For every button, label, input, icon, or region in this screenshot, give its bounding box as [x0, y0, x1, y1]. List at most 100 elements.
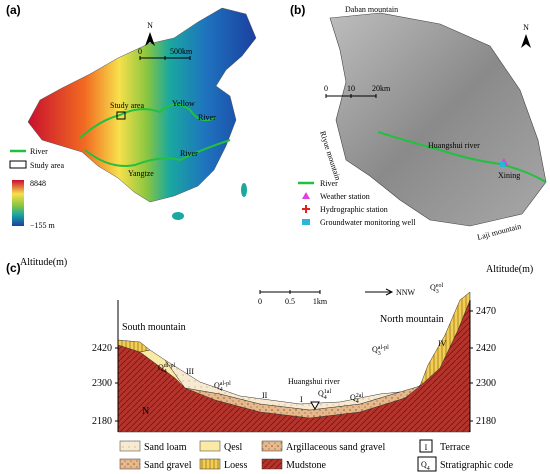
- stratigraphic-code: Q4al-pl: [214, 381, 231, 393]
- legend-label: Argillaceous sand gravel: [286, 442, 385, 453]
- qesl-layer: [139, 349, 186, 389]
- map-label: Daban mountain: [345, 5, 398, 14]
- scale-bar: [259, 290, 321, 294]
- china-map: [27, 7, 257, 203]
- code-main: Q: [430, 283, 436, 292]
- scale-label: 20km: [372, 84, 391, 93]
- scale-label: 0.5: [285, 297, 295, 306]
- map-label: River: [198, 113, 216, 122]
- panel-label: (c): [6, 261, 21, 275]
- north-label: N: [147, 21, 153, 30]
- section-label: South mountain: [122, 322, 186, 333]
- river-marker: [310, 401, 320, 411]
- legend-label: Sand loam: [144, 442, 187, 453]
- terrace-label: I: [300, 395, 303, 404]
- map-label: Xining: [498, 171, 520, 180]
- river-line: [84, 139, 231, 167]
- map-label: Riyue mountain: [318, 130, 342, 182]
- scale-bar: [139, 56, 191, 60]
- stratigraphic-code: Q3al-pl: [372, 345, 389, 357]
- code-sub: 4: [356, 399, 359, 405]
- study-area-box: [116, 111, 126, 120]
- north-arrow: [521, 34, 531, 48]
- legend-swatch: [261, 458, 283, 470]
- tick-label: 2300: [476, 378, 496, 389]
- code-sup: al-pl: [378, 345, 389, 351]
- axis-line: [115, 300, 473, 432]
- code-main: Q: [158, 363, 164, 372]
- river-line: [377, 131, 547, 183]
- code-sup: dl-pl: [164, 363, 176, 369]
- legend-label: Sand gravel: [144, 460, 192, 471]
- well-marker: [500, 162, 505, 167]
- terrace-label: IV: [438, 339, 447, 348]
- legend-code: Q4: [421, 460, 430, 472]
- basin-relief: [329, 12, 547, 227]
- north-arrow: [145, 32, 155, 46]
- code-sub: 4: [220, 387, 223, 393]
- legend-label: Groundwater monitoring well: [320, 218, 416, 227]
- scale-label: 0: [324, 84, 328, 93]
- section-label: Huangshui river: [288, 377, 340, 386]
- panel-label: (b): [290, 3, 305, 17]
- map-label: River: [180, 149, 198, 158]
- stratigraphic-code: Q3eol: [430, 283, 443, 295]
- code-sub: 3: [378, 351, 381, 357]
- map-label: Laji mountain: [476, 222, 522, 242]
- legend-label: Weather station: [320, 192, 370, 201]
- island: [172, 212, 184, 220]
- legend-swatch: [302, 219, 310, 225]
- legend-label: Qesl: [224, 442, 243, 453]
- section-label: North mountain: [380, 314, 444, 325]
- legend-swatch: [302, 205, 310, 213]
- map-label: Huangshui river: [428, 141, 480, 150]
- code-sub: 4: [324, 395, 327, 401]
- code-sup: 1al: [324, 389, 332, 395]
- legend-terrace: I: [425, 443, 428, 452]
- tick-label: 2470: [476, 306, 496, 317]
- code-main: Q: [318, 389, 324, 398]
- axis-title: Altitude(m): [486, 264, 533, 275]
- code-sup: al-pl: [220, 381, 231, 387]
- north-label: N: [523, 23, 529, 32]
- code-sub: 4: [427, 466, 430, 472]
- code-sub: 3: [436, 289, 439, 295]
- terrace-label: II: [262, 391, 268, 400]
- code-main: Q: [350, 393, 356, 402]
- legend-swatch: [302, 192, 310, 199]
- scale-label: 0: [258, 297, 262, 306]
- legend-label: Hydrographic station: [320, 205, 388, 214]
- stratigraphic-code: Q4dl-pl: [158, 363, 175, 375]
- elevation-bar: [12, 180, 24, 226]
- legend-swatch: [417, 456, 437, 472]
- axis-title: Altitude(m): [20, 257, 67, 268]
- tick-label: 2300: [92, 378, 112, 389]
- scale-label: 0: [138, 47, 142, 56]
- panel-label: (a): [6, 3, 21, 17]
- elevation-max: 8848: [30, 179, 46, 188]
- stratigraphic-code: Q42al: [350, 393, 363, 405]
- panel-b: (b) Daban mountain N 0 10 20km Riyue mou…: [290, 3, 547, 242]
- legend-label: Mudstone: [286, 460, 327, 471]
- legend-swatch: [9, 160, 27, 169]
- map-label: Study area: [110, 101, 144, 110]
- map-label: Yangtze: [128, 169, 154, 178]
- legend-label: River: [320, 179, 338, 188]
- legend-swatch: [261, 440, 283, 452]
- legend-label: Loess: [224, 460, 247, 471]
- legend-label: Study area: [30, 161, 64, 170]
- legend-swatch: [419, 439, 433, 453]
- river-line: [79, 103, 216, 139]
- legend-label: Terrace: [440, 442, 470, 453]
- island: [241, 183, 247, 197]
- elevation-min: −155 m: [30, 221, 56, 230]
- scale-label: 10: [347, 84, 355, 93]
- panel-c: (c) Altitude(m) Altitude(m) NNW 0 0.5 1k…: [6, 257, 533, 472]
- legend-swatch: [199, 458, 221, 470]
- code-main: Q: [372, 345, 378, 354]
- tick-label: 2420: [476, 343, 496, 354]
- terrace-label: III: [186, 367, 194, 376]
- section-label: N: [142, 406, 149, 417]
- direction-arrow: [365, 288, 394, 296]
